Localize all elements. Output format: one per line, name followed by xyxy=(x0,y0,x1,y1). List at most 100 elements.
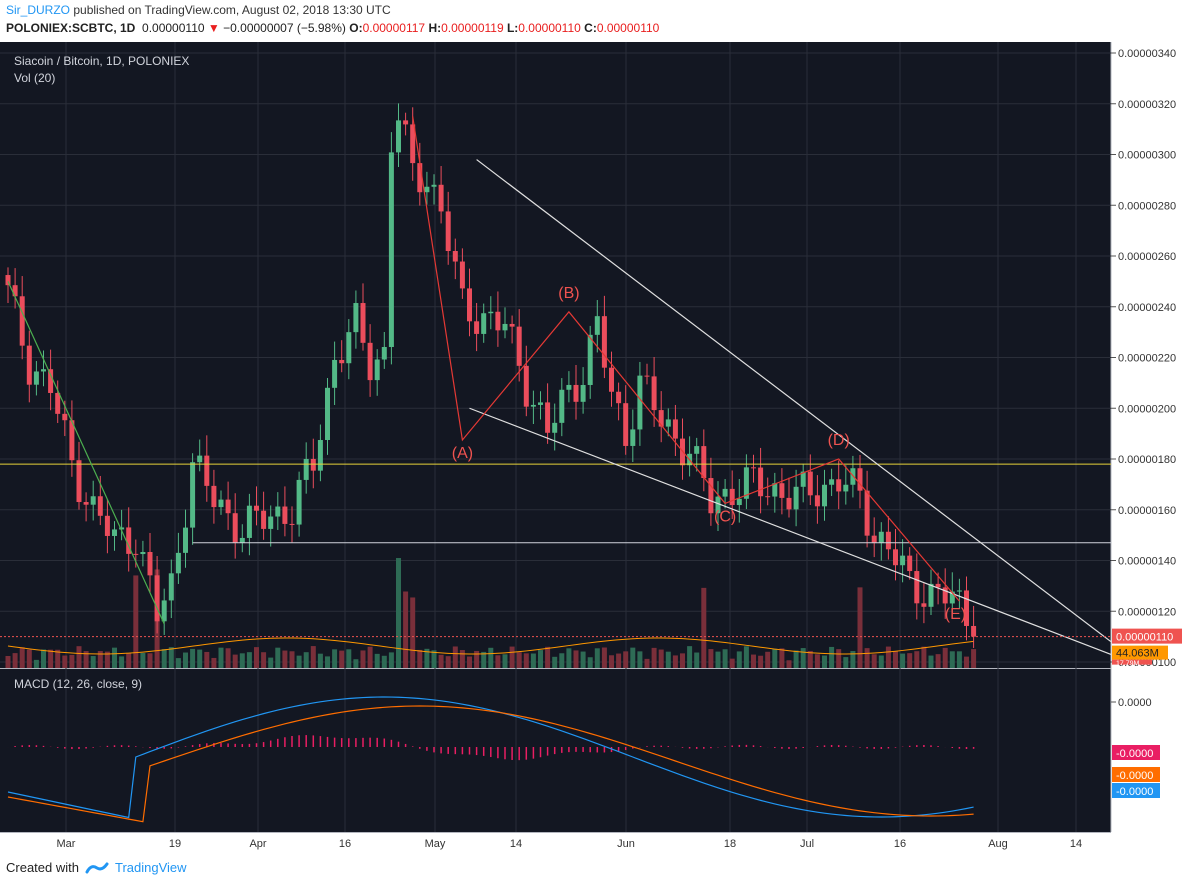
candle-body xyxy=(672,419,678,439)
candle-body xyxy=(964,590,969,626)
volume-bar xyxy=(232,654,238,668)
volume-bar xyxy=(197,649,203,668)
ohlc-line: POLONIEX:SCBTC, 1D 0.00000110 ▼ −0.00000… xyxy=(6,21,659,35)
volume-bar xyxy=(26,649,32,668)
volume-bar xyxy=(793,650,799,668)
candle-body xyxy=(303,458,309,480)
volume-bar xyxy=(161,649,167,668)
volume-bar xyxy=(616,653,622,668)
volume-bar xyxy=(545,646,551,668)
volume-bar xyxy=(822,655,827,668)
candle-body xyxy=(204,455,210,486)
candle-body xyxy=(126,527,132,554)
candle-body xyxy=(282,506,288,524)
volume-bar xyxy=(452,646,458,668)
candle-body xyxy=(459,261,465,289)
candle-body xyxy=(772,483,778,497)
candle-body xyxy=(55,392,61,414)
author-link[interactable]: Sir_DURZO xyxy=(6,3,71,17)
candle-body xyxy=(708,478,714,514)
price-chart[interactable]: (A)(B)(C)(D)(E) 0.000003400.000003200.00… xyxy=(0,42,1188,854)
candle-body xyxy=(907,555,913,572)
volume-bar xyxy=(296,655,302,668)
high-value: 0.00000119 xyxy=(441,21,504,35)
candle-body xyxy=(296,479,302,525)
volume-bar xyxy=(587,657,593,668)
candle-body xyxy=(83,502,89,505)
candle-body xyxy=(76,460,82,503)
candle-body xyxy=(523,365,529,407)
candle-body xyxy=(474,321,480,334)
candle-body xyxy=(807,471,813,496)
price-axis-label: 0.00000200 xyxy=(1118,403,1176,415)
volume-ma-badge xyxy=(1112,645,1168,660)
candle-body xyxy=(800,471,806,487)
macd-badge-text: -0.0000 xyxy=(1116,748,1153,760)
volume-bar xyxy=(374,653,380,668)
time-axis-label: Mar xyxy=(57,838,76,850)
candle-body xyxy=(502,323,508,331)
candle-body xyxy=(140,551,146,555)
candle-body xyxy=(154,575,160,622)
price-axis-label: 0.00000260 xyxy=(1118,251,1176,263)
candle-body xyxy=(69,420,75,461)
volume-bar xyxy=(857,587,863,668)
volume-bar xyxy=(346,649,352,668)
volume-bar xyxy=(396,558,401,668)
macd-line xyxy=(7,696,974,819)
volume-bar xyxy=(680,653,685,668)
candle-body xyxy=(971,625,977,637)
wave-label: (D) xyxy=(828,432,850,449)
volume-bar xyxy=(261,652,267,668)
volume-bar xyxy=(381,655,387,668)
candle-body xyxy=(758,467,764,497)
volume-bar xyxy=(204,651,210,668)
volume-bar xyxy=(715,651,721,668)
candle-body xyxy=(438,184,444,212)
price-axis-label: 0.00000240 xyxy=(1118,302,1176,314)
publish-info: published on TradingView.com, August 02,… xyxy=(70,3,391,17)
candle-body xyxy=(786,497,792,510)
macd-badge xyxy=(1112,745,1160,760)
publish-line: Sir_DURZO published on TradingView.com, … xyxy=(6,3,391,17)
volume-bar xyxy=(779,648,785,668)
volume-bar xyxy=(119,656,125,668)
volume-bar xyxy=(459,650,465,668)
volume-bar xyxy=(864,648,870,668)
open-value: 0.00000117 xyxy=(362,21,426,35)
candle-body xyxy=(637,375,643,430)
candle-body xyxy=(289,523,295,525)
low-label: L: xyxy=(506,21,519,35)
candle-body xyxy=(374,359,380,381)
main-pane-bg xyxy=(0,42,1111,668)
candle-body xyxy=(254,505,259,511)
drawings: (A) (B) (C) (D) (E) xyxy=(0,116,1112,655)
volume-bar xyxy=(367,646,373,668)
volume-bar xyxy=(5,656,11,668)
tradingview-brand[interactable]: TradingView xyxy=(114,860,187,875)
macd-badge-text: -0.0000 xyxy=(1116,770,1153,782)
candle-body xyxy=(232,513,238,543)
time-axis-label: Aug xyxy=(988,838,1008,850)
price-axis-label: 0.00000160 xyxy=(1118,505,1176,517)
candle-body xyxy=(481,313,487,334)
volume-badge-text: 17.79M xyxy=(1116,661,1140,668)
candle-body xyxy=(616,391,622,404)
volume-bar xyxy=(325,656,330,668)
volume-bar xyxy=(168,647,174,668)
volume-bar xyxy=(275,647,281,668)
candle-body xyxy=(829,479,835,485)
signal-line xyxy=(7,705,974,823)
candle-body xyxy=(41,369,46,372)
price-axis-label: 0.00000320 xyxy=(1118,99,1176,111)
macd-badge-text: -0.0000 xyxy=(1116,786,1153,798)
volume-bar xyxy=(225,648,231,668)
volume-bar xyxy=(282,650,288,668)
volume-bar xyxy=(644,658,650,668)
wave-label: (C) xyxy=(714,508,736,525)
candle-body xyxy=(736,498,742,506)
candle-body xyxy=(609,367,614,392)
candle-body xyxy=(715,496,721,514)
volume-bar xyxy=(403,591,409,668)
candle-body xyxy=(403,120,409,125)
